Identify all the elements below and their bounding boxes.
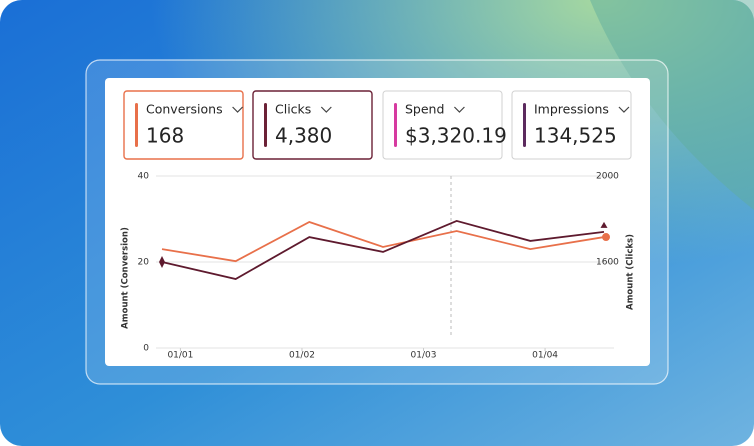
card-icon-bar xyxy=(135,103,138,147)
card-label: Impressions xyxy=(534,102,609,117)
card[interactable] xyxy=(123,90,244,160)
series-line xyxy=(161,219,605,280)
chevron[interactable] xyxy=(320,106,332,113)
card-value: 4,380 xyxy=(275,124,332,148)
card-icon-bar xyxy=(264,103,267,147)
card-value: $3,320.19 xyxy=(405,124,507,148)
card-label: Clicks xyxy=(275,102,311,117)
y-tick-label: 20 xyxy=(138,258,150,268)
card-icon-bar xyxy=(523,103,526,147)
card[interactable] xyxy=(382,90,503,160)
background-shape xyxy=(590,0,754,210)
y-tick-label: 0 xyxy=(143,344,149,354)
series-line xyxy=(161,221,605,263)
card-label: Spend xyxy=(405,102,444,117)
y2-tick-label: 1600 xyxy=(596,258,619,268)
start-marker xyxy=(159,256,165,268)
x-tick-label: 01/01 xyxy=(167,351,193,361)
x-tick-label: 01/04 xyxy=(532,351,558,361)
card-label: Conversions xyxy=(146,102,223,117)
card-value: 134,525 xyxy=(534,124,617,148)
x-tick-label: 01/02 xyxy=(289,351,315,361)
chevron[interactable] xyxy=(453,106,465,113)
y2-axis-title: Amount (Clicks) xyxy=(626,234,636,310)
chevron[interactable] xyxy=(618,106,630,113)
x-tick-label: 01/03 xyxy=(411,351,437,361)
card[interactable] xyxy=(252,90,373,160)
y-axis-title: Amount (Conversion) xyxy=(121,227,131,329)
chevron[interactable] xyxy=(232,106,244,113)
end-marker xyxy=(602,233,610,242)
y2-tick-label: 2000 xyxy=(596,172,619,182)
y-tick-label: 40 xyxy=(138,172,150,182)
card-icon-bar xyxy=(394,103,397,147)
card[interactable] xyxy=(511,90,632,160)
card-value: 168 xyxy=(146,124,184,148)
end-marker xyxy=(600,221,608,228)
